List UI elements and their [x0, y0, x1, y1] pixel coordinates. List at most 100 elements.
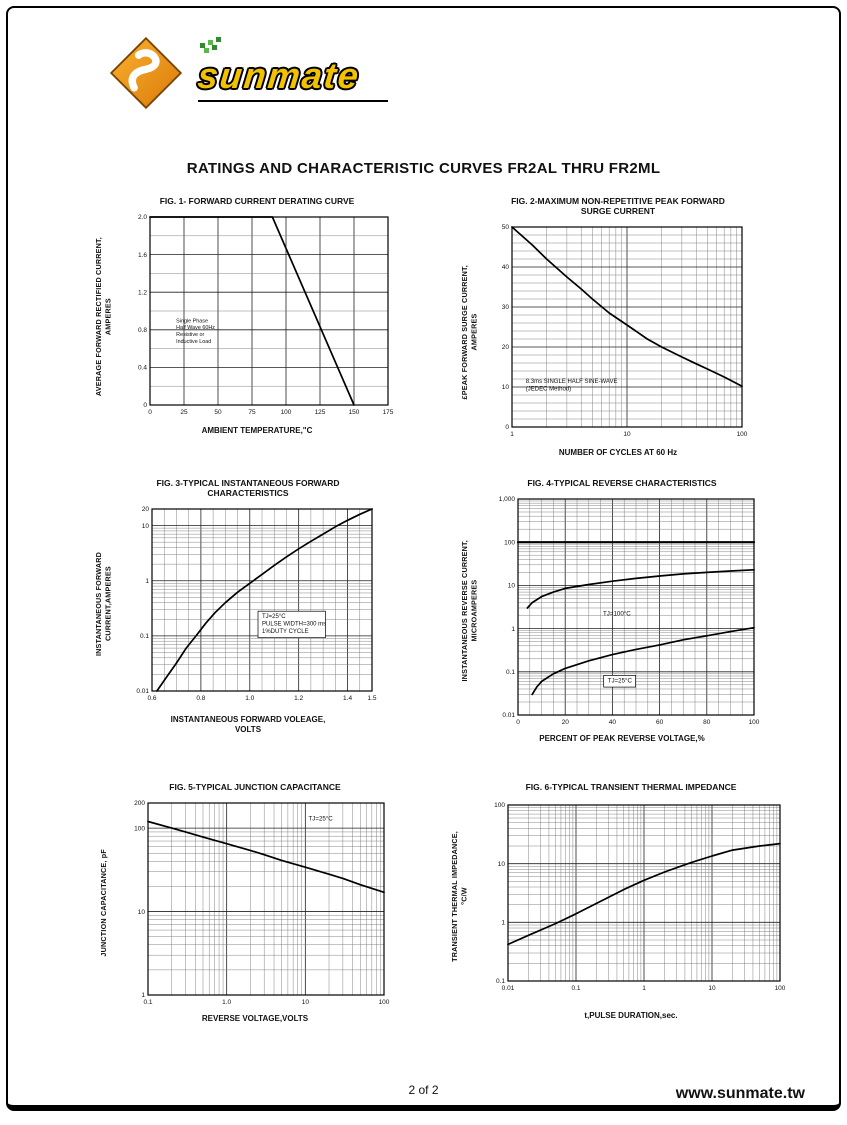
sunmate-logo-icon: [109, 36, 183, 110]
svg-text:1.5: 1.5: [367, 695, 376, 702]
figure-3: FIG. 3-TYPICAL INSTANTANEOUS FORWARD CHA…: [92, 478, 380, 735]
svg-text:0: 0: [143, 402, 147, 409]
svg-text:100: 100: [775, 985, 786, 992]
svg-text:1.2: 1.2: [138, 290, 147, 297]
svg-text:0.01: 0.01: [502, 985, 515, 992]
svg-text:0.8: 0.8: [138, 327, 147, 334]
svg-text:0.1: 0.1: [496, 978, 505, 985]
svg-text:100: 100: [749, 719, 760, 726]
figure-1: FIG. 1- FORWARD CURRENT DERATING CURVE A…: [92, 196, 398, 436]
svg-text:75: 75: [248, 409, 256, 416]
svg-text:0.1: 0.1: [506, 669, 515, 676]
svg-text:60: 60: [656, 719, 664, 726]
svg-text:0.1: 0.1: [571, 985, 580, 992]
svg-text:200: 200: [134, 800, 145, 807]
svg-text:0: 0: [505, 425, 509, 432]
svg-text:1: 1: [145, 578, 149, 585]
figure-5-title: FIG. 5-TYPICAL JUNCTION CAPACITANCE: [169, 782, 341, 792]
svg-text:175: 175: [383, 409, 394, 416]
svg-text:100: 100: [504, 540, 515, 547]
svg-text:80: 80: [703, 719, 711, 726]
svg-text:1.0: 1.0: [245, 695, 254, 702]
svg-text:40: 40: [502, 265, 510, 272]
website-text: www.sunmate.tw: [675, 1085, 805, 1102]
figure-4-x-axis-label: PERCENT OF PEAK REVERSE VOLTAGE,%: [539, 734, 705, 744]
figure-6-x-axis-label: t,PULSE DURATION,sec.: [584, 1011, 678, 1021]
svg-text:0.1: 0.1: [140, 633, 149, 640]
figure-2-x-axis-label: NUMBER OF CYCLES AT 60 Hz: [558, 448, 678, 458]
svg-text:150: 150: [349, 409, 360, 416]
figure-1-y-axis-label: AVERAGE FORWARD RECTIFIED CURRENT, AMPER…: [94, 236, 113, 396]
svg-text:0: 0: [516, 719, 520, 726]
svg-text:10: 10: [508, 583, 516, 590]
svg-text:1.6: 1.6: [138, 252, 147, 259]
figure-3-plot: 0.6 0.8 1.0 1.2 1.4 1.5 20 10 1 0.1 0.01 TJ=25°C PUL…: [136, 507, 377, 703]
svg-text:0.01: 0.01: [502, 712, 515, 719]
figure-1-x-axis-label: AMBIENT TEMPERATURE,"C: [201, 426, 313, 436]
svg-text:100: 100: [134, 826, 145, 833]
svg-text:TJ=25°C: TJ=25°C: [608, 678, 633, 685]
svg-text:1.4: 1.4: [343, 695, 352, 702]
svg-text:TJ=25°C: TJ=25°C: [308, 815, 333, 822]
svg-text:1: 1: [141, 992, 145, 999]
svg-text:0.8: 0.8: [196, 695, 205, 702]
figure-5-y-axis-label: JUNCTION CAPACITANCE, pF: [99, 849, 109, 957]
figure-6: FIG. 6-TYPICAL TRANSIENT THERMAL IMPEDAN…: [448, 782, 790, 1021]
brand-name: SUNMATE: [195, 54, 363, 96]
svg-text:100: 100: [379, 999, 390, 1006]
svg-text:1.2: 1.2: [294, 695, 303, 702]
svg-text:1,000: 1,000: [499, 496, 516, 503]
svg-text:50: 50: [502, 225, 510, 232]
figure-3-x-axis-label: INSTANTANEOUS FORWARD VOLEAGE, VOLTS: [170, 715, 326, 735]
svg-text:1: 1: [510, 431, 514, 438]
figure-4-y-axis-label: INSTANTANEOUS REVERSE CURRENT, MICROAMPE…: [460, 540, 479, 682]
svg-text:2.0: 2.0: [138, 214, 147, 221]
svg-text:8.3ms SINGLE HALF SINE-WAVE(JE: 8.3ms SINGLE HALF SINE-WAVE (JEDEC Method…: [526, 379, 618, 393]
page-number: 2 of 2: [408, 1083, 439, 1097]
svg-text:10: 10: [708, 985, 716, 992]
svg-text:1.0: 1.0: [222, 999, 231, 1006]
svg-text:20: 20: [562, 719, 570, 726]
svg-text:10: 10: [502, 385, 510, 392]
svg-text:1: 1: [511, 626, 515, 633]
page-title: RATINGS AND CHARACTERISTIC CURVES FR2AL …: [186, 160, 661, 177]
svg-text:10: 10: [623, 431, 631, 438]
svg-text:40: 40: [609, 719, 617, 726]
figure-5: FIG. 5-TYPICAL JUNCTION CAPACITANCE JUNC…: [92, 782, 394, 1024]
figure-4-title: FIG. 4-TYPICAL REVERSE CHARACTERISTICS: [527, 478, 717, 488]
figure-6-title: FIG. 6-TYPICAL TRANSIENT THERMAL IMPEDAN…: [525, 782, 737, 792]
svg-text:100: 100: [737, 431, 748, 438]
svg-text:30: 30: [502, 305, 510, 312]
figure-4-plot: 0 20 40 60 80 100 1,000 100 10 1 0.1 0.01 TJ=100°C TJ…: [499, 496, 760, 726]
figure-3-y-axis-label: INSTANTANEOUS FORWARD CURRENT,AMPERES: [94, 552, 113, 657]
logo-underline: [198, 99, 388, 102]
svg-text:100: 100: [494, 802, 505, 809]
svg-text:0.01: 0.01: [136, 689, 149, 696]
svg-text:TJ=100°C: TJ=100°C: [603, 611, 631, 618]
svg-text:1: 1: [501, 920, 505, 927]
svg-text:25: 25: [180, 409, 188, 416]
svg-text:50: 50: [214, 409, 222, 416]
figure-2-y-axis-label: £PEAK FORWARD SURGE CURRENT, AMPERES: [460, 265, 479, 400]
svg-text:10: 10: [302, 999, 310, 1006]
figure-5-plot: 0.1 1.0 10 100 200 100 10 1 TJ=25°C: [134, 800, 390, 1006]
figure-1-title: FIG. 1- FORWARD CURRENT DERATING CURVE: [159, 196, 355, 206]
svg-text:10: 10: [498, 861, 506, 868]
svg-text:125: 125: [315, 409, 326, 416]
figure-5-x-axis-label: REVERSE VOLTAGE,VOLTS: [201, 1014, 309, 1024]
svg-text:0.1: 0.1: [143, 999, 152, 1006]
svg-text:20: 20: [502, 345, 510, 352]
svg-text:0.6: 0.6: [147, 695, 156, 702]
svg-text:10: 10: [138, 909, 146, 916]
figure-6-y-axis-label: TRANSIENT THERMAL IMPEDANCE, °C/W: [450, 830, 469, 962]
figure-1-plot: 0 25 50 75 100 125 150 175 0 0.4 0.8 1.2 1.6 2.0 Singl…: [138, 214, 394, 416]
logo-pixel-dots-icon: [200, 42, 205, 48]
svg-text:10: 10: [142, 523, 150, 530]
svg-text:0.4: 0.4: [138, 365, 147, 372]
sunmate-logo: SUNMATE: [108, 36, 388, 110]
figure-2: FIG. 2-MAXIMUM NON-REPETITIVE PEAK FORWA…: [458, 196, 754, 458]
figure-2-plot: 1 10 100 0 10 20 30 40 50 8.3ms SINGLE HALF SINE-…: [502, 225, 748, 439]
